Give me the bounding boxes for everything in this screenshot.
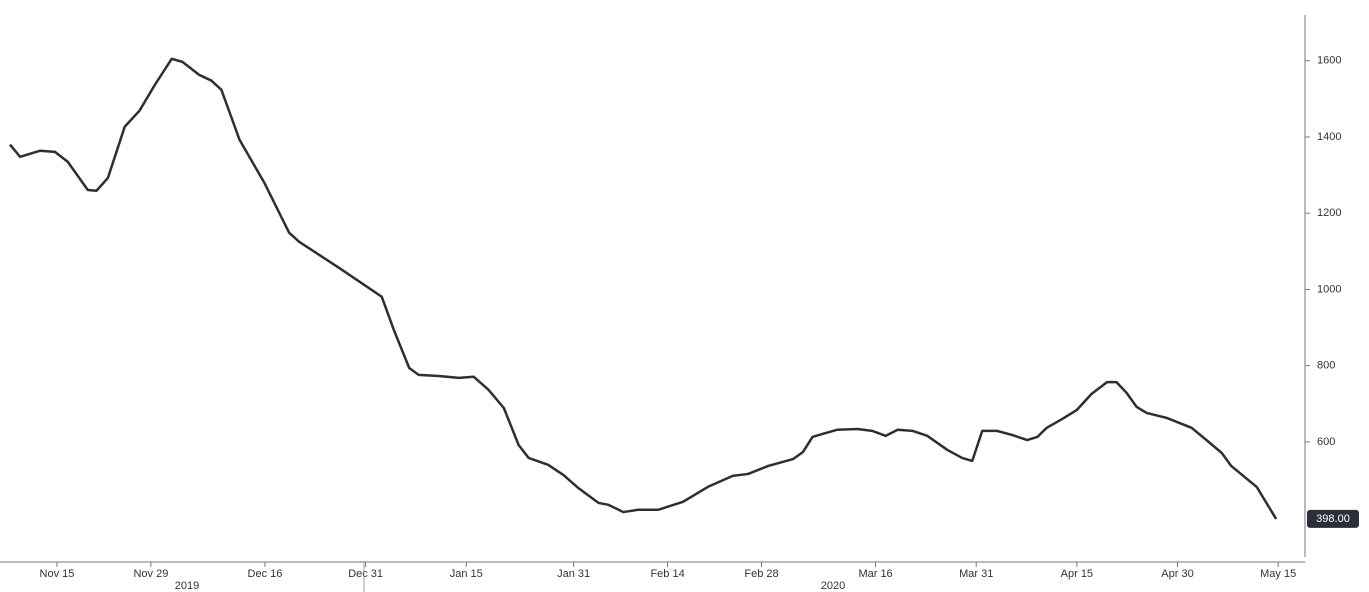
x-tick-label: Mar 16	[858, 568, 892, 580]
x-tick-label: Jan 15	[450, 568, 483, 580]
x-tick-label: Mar 31	[959, 568, 993, 580]
x-tick-label: Apr 15	[1061, 568, 1093, 580]
x-tick-label: Nov 29	[133, 568, 168, 580]
x-tick-label: Dec 16	[248, 568, 283, 580]
x-tick-label: Feb 14	[650, 568, 684, 580]
y-tick-label: 1400	[1317, 131, 1341, 143]
x-tick-label: Nov 15	[40, 568, 75, 580]
year-label: 2019	[175, 580, 199, 592]
x-tick-label: Jan 31	[557, 568, 590, 580]
y-tick-label: 1000	[1317, 283, 1341, 295]
year-label: 2020	[821, 580, 845, 592]
end-label-box	[1307, 509, 1359, 528]
end-label: 398.00	[1316, 513, 1350, 525]
y-tick-label: 1600	[1317, 55, 1341, 67]
y-tick-label: 600	[1317, 436, 1335, 448]
x-tick-label: May 15	[1260, 568, 1296, 580]
x-tick-label: Feb 28	[744, 568, 778, 580]
x-tick-label: Apr 30	[1161, 568, 1193, 580]
x-tick-label: Dec 31	[348, 568, 383, 580]
y-tick-label: 1200	[1317, 207, 1341, 219]
line-series	[9, 57, 1278, 520]
y-tick-label: 800	[1317, 360, 1335, 372]
